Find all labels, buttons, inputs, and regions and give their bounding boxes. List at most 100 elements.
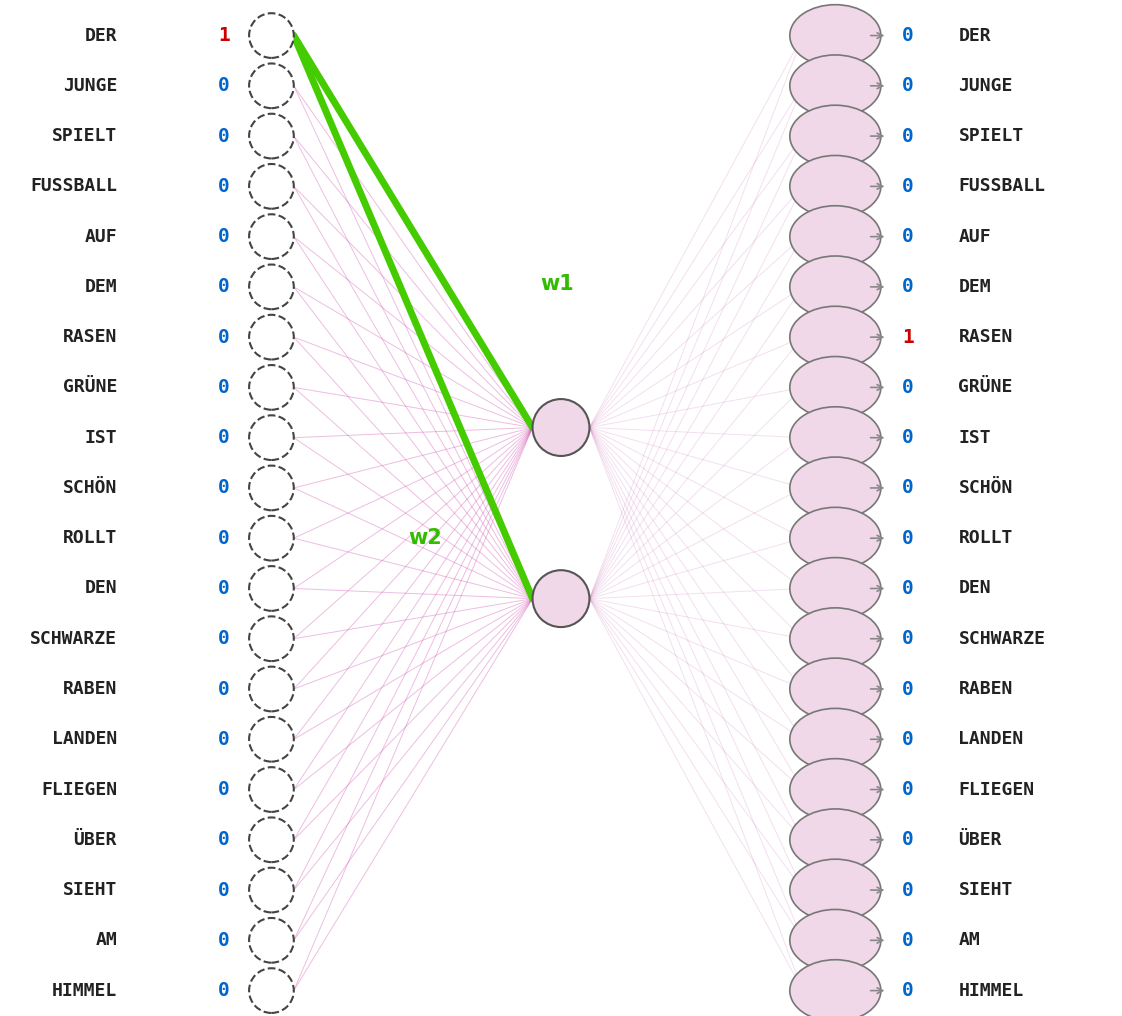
Text: FUSSBALL: FUSSBALL bbox=[958, 178, 1046, 195]
Text: LANDEN: LANDEN bbox=[52, 731, 117, 748]
Text: 0: 0 bbox=[902, 729, 913, 749]
Text: 0: 0 bbox=[218, 127, 230, 145]
Text: 0: 0 bbox=[218, 931, 230, 950]
Circle shape bbox=[249, 214, 294, 259]
Text: w1: w1 bbox=[541, 274, 574, 295]
Text: FLIEGEN: FLIEGEN bbox=[958, 780, 1034, 799]
Text: 0: 0 bbox=[218, 378, 230, 397]
Circle shape bbox=[249, 315, 294, 360]
Ellipse shape bbox=[790, 106, 881, 167]
Text: 0: 0 bbox=[218, 428, 230, 447]
Text: FUSSBALL: FUSSBALL bbox=[30, 178, 117, 195]
Text: 0: 0 bbox=[902, 177, 913, 196]
Text: JUNGE: JUNGE bbox=[63, 77, 117, 94]
Circle shape bbox=[533, 570, 589, 627]
Text: 0: 0 bbox=[218, 177, 230, 196]
Text: HIMMEL: HIMMEL bbox=[958, 981, 1023, 1000]
Text: 0: 0 bbox=[902, 629, 913, 648]
Circle shape bbox=[249, 365, 294, 409]
Text: 1: 1 bbox=[218, 26, 230, 45]
Text: 0: 0 bbox=[902, 830, 913, 849]
Text: 0: 0 bbox=[902, 228, 913, 246]
Circle shape bbox=[249, 617, 294, 661]
Text: AUF: AUF bbox=[958, 228, 991, 246]
Text: 0: 0 bbox=[902, 127, 913, 145]
Circle shape bbox=[249, 868, 294, 912]
Text: SIEHT: SIEHT bbox=[63, 881, 117, 899]
Text: LANDEN: LANDEN bbox=[958, 731, 1023, 748]
Circle shape bbox=[249, 918, 294, 963]
Text: RABEN: RABEN bbox=[63, 680, 117, 698]
Text: AUF: AUF bbox=[84, 228, 117, 246]
Text: 0: 0 bbox=[902, 428, 913, 447]
Text: 0: 0 bbox=[902, 528, 913, 548]
Circle shape bbox=[249, 968, 294, 1013]
Circle shape bbox=[249, 264, 294, 309]
Text: DEN: DEN bbox=[84, 579, 117, 597]
Text: 0: 0 bbox=[902, 780, 913, 799]
Text: JUNGE: JUNGE bbox=[958, 77, 1013, 94]
Text: 0: 0 bbox=[218, 729, 230, 749]
Ellipse shape bbox=[790, 809, 881, 871]
Ellipse shape bbox=[790, 256, 881, 318]
Ellipse shape bbox=[790, 155, 881, 217]
Ellipse shape bbox=[790, 558, 881, 620]
Text: 0: 0 bbox=[218, 881, 230, 899]
Text: SCHÖN: SCHÖN bbox=[958, 479, 1013, 497]
Text: 0: 0 bbox=[218, 277, 230, 297]
Ellipse shape bbox=[790, 658, 881, 720]
Text: SCHWARZE: SCHWARZE bbox=[958, 630, 1046, 648]
Circle shape bbox=[249, 818, 294, 863]
Text: 0: 0 bbox=[902, 881, 913, 899]
Circle shape bbox=[249, 13, 294, 58]
Ellipse shape bbox=[790, 759, 881, 821]
Text: 0: 0 bbox=[902, 277, 913, 297]
Text: RASEN: RASEN bbox=[63, 328, 117, 346]
Circle shape bbox=[249, 666, 294, 711]
Ellipse shape bbox=[790, 960, 881, 1016]
Text: SIEHT: SIEHT bbox=[958, 881, 1013, 899]
Circle shape bbox=[249, 566, 294, 611]
Text: SCHÖN: SCHÖN bbox=[63, 479, 117, 497]
Text: DEN: DEN bbox=[958, 579, 991, 597]
Text: 0: 0 bbox=[902, 479, 913, 498]
Circle shape bbox=[249, 767, 294, 812]
Text: 0: 0 bbox=[218, 528, 230, 548]
Text: 0: 0 bbox=[218, 479, 230, 498]
Circle shape bbox=[249, 516, 294, 561]
Ellipse shape bbox=[790, 306, 881, 368]
Text: 0: 0 bbox=[902, 680, 913, 699]
Circle shape bbox=[249, 416, 294, 460]
Text: SPIELT: SPIELT bbox=[52, 127, 117, 145]
Text: 0: 0 bbox=[218, 680, 230, 699]
Ellipse shape bbox=[790, 507, 881, 569]
Text: 0: 0 bbox=[218, 327, 230, 346]
Circle shape bbox=[249, 717, 294, 762]
Ellipse shape bbox=[790, 457, 881, 519]
Text: AM: AM bbox=[95, 932, 117, 949]
Ellipse shape bbox=[790, 357, 881, 419]
Text: 0: 0 bbox=[218, 76, 230, 96]
Ellipse shape bbox=[790, 860, 881, 920]
Ellipse shape bbox=[790, 406, 881, 468]
Text: DEM: DEM bbox=[958, 278, 991, 296]
Text: IST: IST bbox=[958, 429, 991, 447]
Ellipse shape bbox=[790, 608, 881, 670]
Text: HIMMEL: HIMMEL bbox=[52, 981, 117, 1000]
Text: GRÜNE: GRÜNE bbox=[958, 378, 1013, 396]
Text: 0: 0 bbox=[218, 579, 230, 598]
Ellipse shape bbox=[790, 909, 881, 971]
Circle shape bbox=[249, 114, 294, 158]
Text: IST: IST bbox=[84, 429, 117, 447]
Text: DEM: DEM bbox=[84, 278, 117, 296]
Text: FLIEGEN: FLIEGEN bbox=[40, 780, 117, 799]
Text: 0: 0 bbox=[218, 981, 230, 1000]
Text: 0: 0 bbox=[902, 981, 913, 1000]
Text: 0: 0 bbox=[902, 931, 913, 950]
Text: ÜBER: ÜBER bbox=[958, 831, 1002, 848]
Text: SCHWARZE: SCHWARZE bbox=[30, 630, 117, 648]
Text: 0: 0 bbox=[218, 629, 230, 648]
Text: 0: 0 bbox=[902, 26, 913, 45]
Ellipse shape bbox=[790, 5, 881, 66]
Text: ROLLT: ROLLT bbox=[958, 529, 1013, 548]
